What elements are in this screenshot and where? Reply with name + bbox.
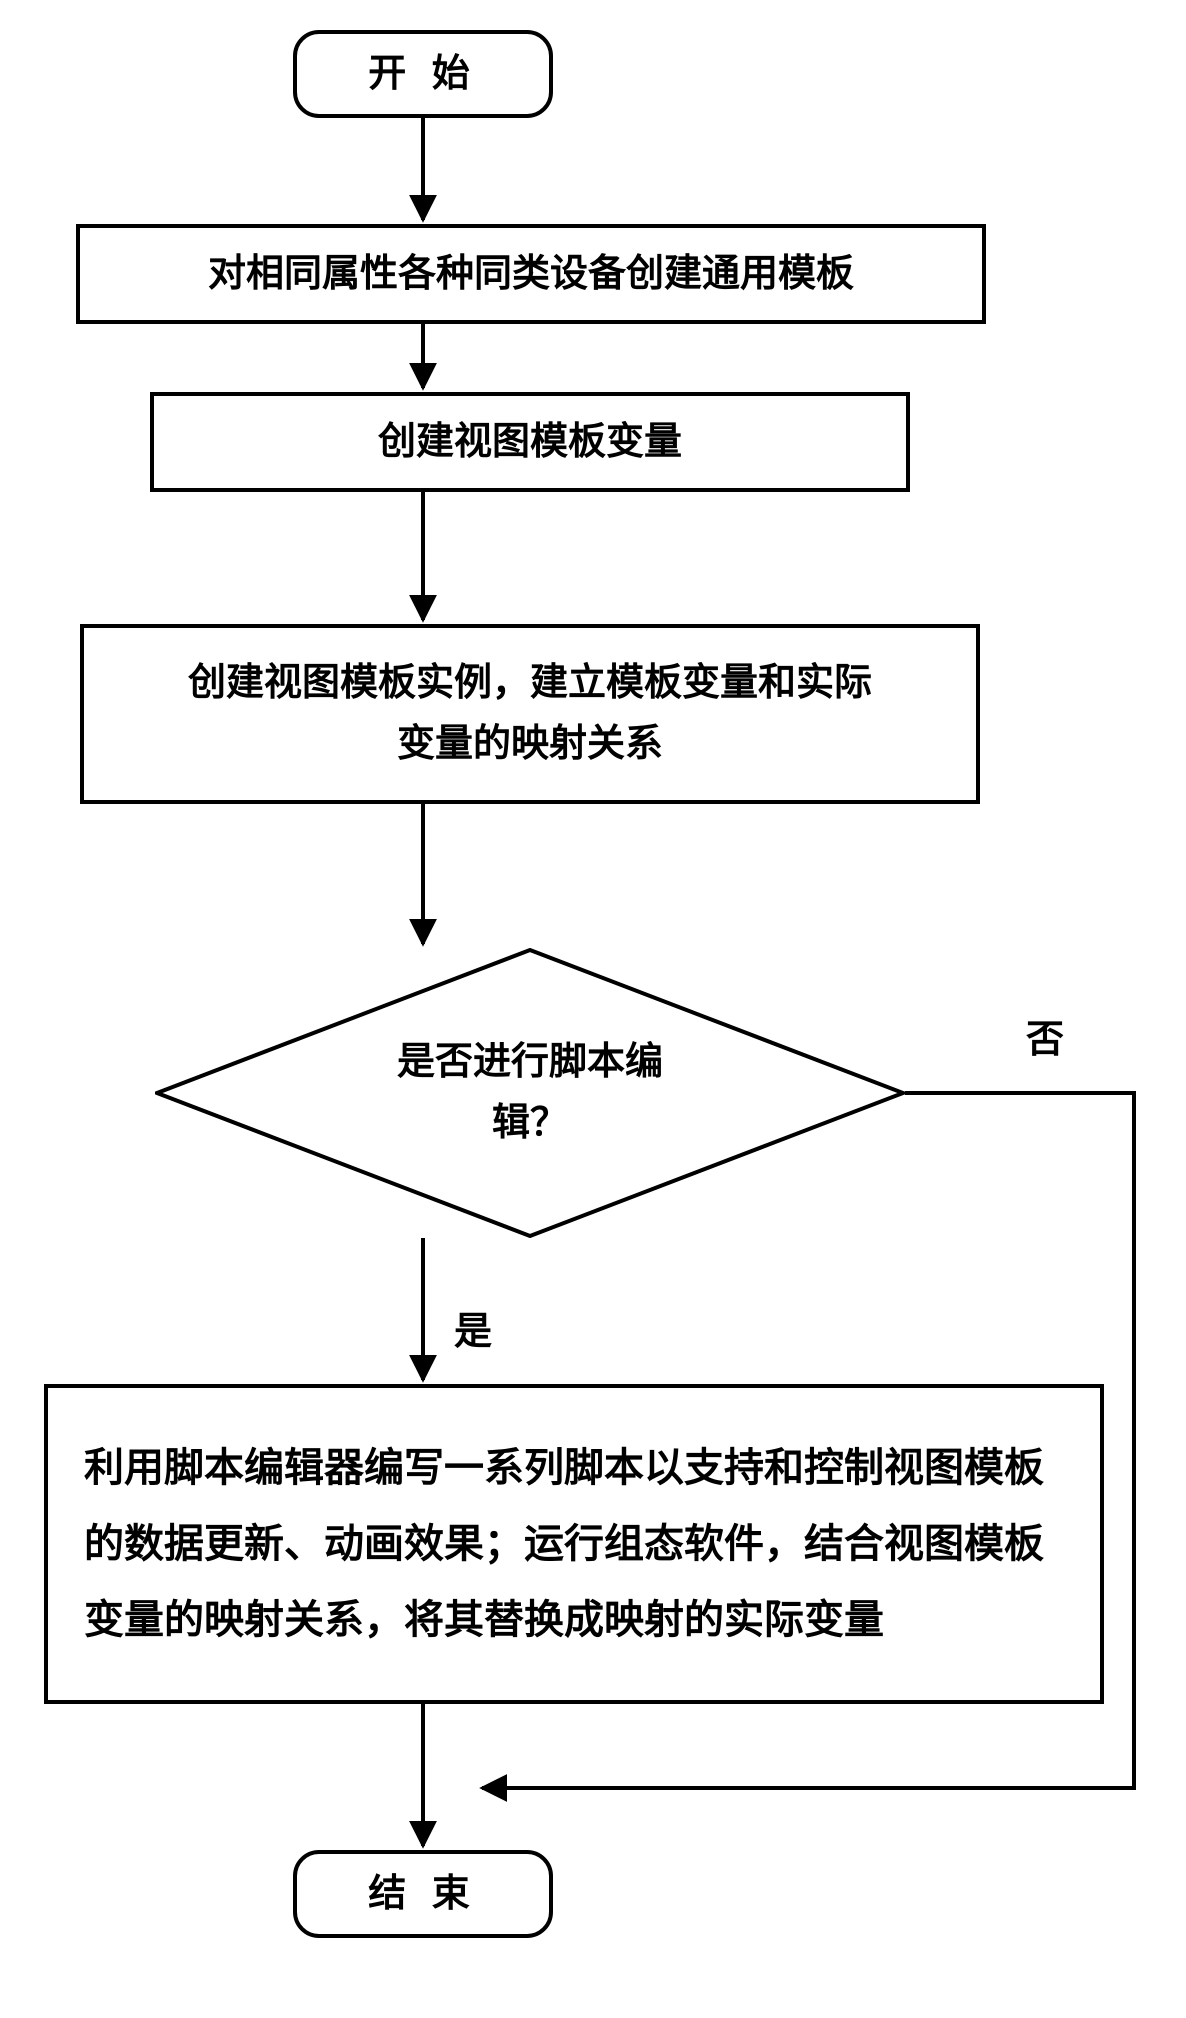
process-create-instance: 创建视图模板实例，建立模板变量和实际 变量的映射关系 — [80, 624, 980, 804]
process-4-label: 利用脚本编辑器编写一系列脚本以支持和控制视图模板的数据更新、动画效果；运行组态软… — [84, 1430, 1064, 1658]
decision-script-edit: 是否进行脚本编 辑？ — [155, 948, 905, 1238]
diamond-shape — [155, 948, 905, 1238]
process-1-label: 对相同属性各种同类设备创建通用模板 — [208, 244, 854, 305]
start-label: 开 始 — [368, 44, 478, 105]
process-script-editor: 利用脚本编辑器编写一系列脚本以支持和控制视图模板的数据更新、动画效果；运行组态软… — [44, 1384, 1104, 1704]
process-create-template: 对相同属性各种同类设备创建通用模板 — [76, 224, 986, 324]
process-2-label: 创建视图模板变量 — [378, 412, 682, 473]
flowchart-canvas: 开 始 对相同属性各种同类设备创建通用模板 创建视图模板变量 创建视图模板实例，… — [0, 0, 1186, 2018]
end-terminator: 结 束 — [293, 1850, 553, 1938]
end-label: 结 束 — [368, 1864, 478, 1925]
process-create-variables: 创建视图模板变量 — [150, 392, 910, 492]
edge-label-yes: 是 — [454, 1300, 492, 1355]
edge-label-no: 否 — [1026, 1008, 1064, 1063]
process-3-label: 创建视图模板实例，建立模板变量和实际 变量的映射关系 — [188, 653, 872, 775]
start-terminator: 开 始 — [293, 30, 553, 118]
